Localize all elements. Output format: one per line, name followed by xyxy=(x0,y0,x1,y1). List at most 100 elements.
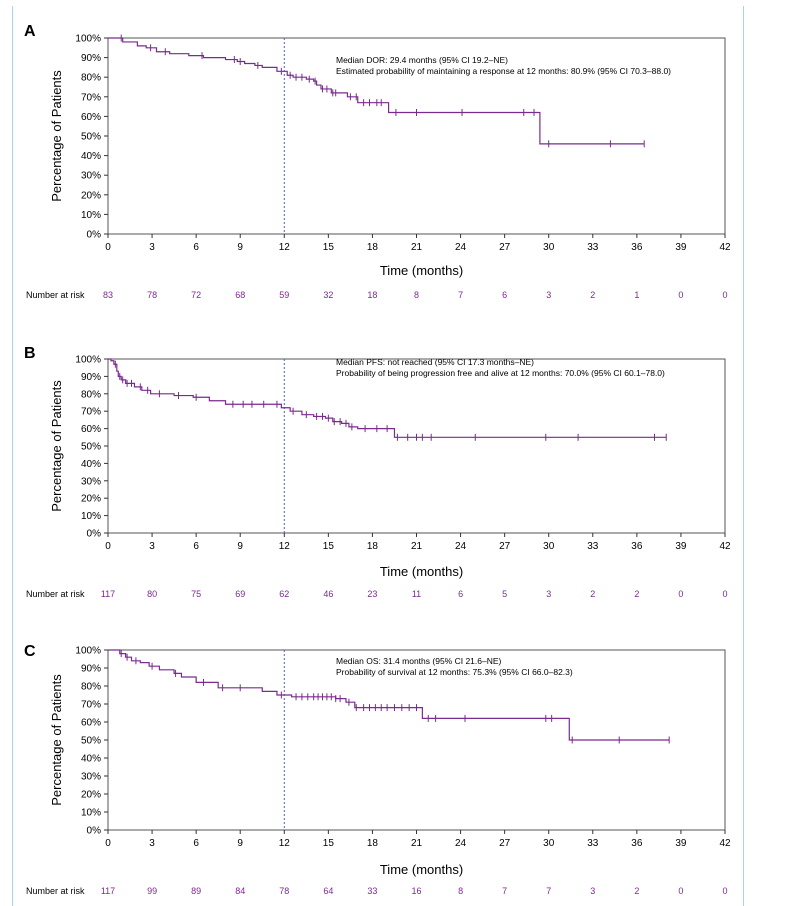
y-tick-label: 10% xyxy=(81,808,101,819)
x-tick-label: 33 xyxy=(587,838,599,849)
y-tick-label: 100% xyxy=(75,646,101,657)
y-tick-label: 50% xyxy=(81,442,101,453)
risk-count: 62 xyxy=(279,589,289,599)
x-tick-label: 6 xyxy=(193,541,199,552)
y-tick-label: 30% xyxy=(81,772,101,783)
y-tick-label: 40% xyxy=(81,151,101,162)
risk-count: 78 xyxy=(279,886,289,896)
risk-count: 2 xyxy=(634,886,639,896)
risk-count: 18 xyxy=(367,290,377,300)
y-tick-label: 50% xyxy=(81,132,101,143)
y-tick-label: 20% xyxy=(81,494,101,505)
x-tick-label: 12 xyxy=(279,242,291,253)
risk-count: 59 xyxy=(279,290,289,300)
y-tick-label: 80% xyxy=(81,682,101,693)
x-tick-label: 24 xyxy=(455,541,467,552)
risk-count: 0 xyxy=(678,290,683,300)
x-tick-label: 3 xyxy=(149,838,155,849)
annotation-line: Probability of survival at 12 months: 75… xyxy=(336,667,573,677)
x-tick-label: 3 xyxy=(149,541,155,552)
x-tick-label: 42 xyxy=(719,541,731,552)
x-tick-label: 36 xyxy=(631,242,643,253)
y-tick-label: 0% xyxy=(87,826,102,837)
risk-count: 1 xyxy=(634,290,639,300)
x-tick-label: 30 xyxy=(543,242,555,253)
x-tick-label: 33 xyxy=(587,242,599,253)
annotation-line: Median DOR: 29.4 months (95% CI 19.2–NE) xyxy=(336,55,508,65)
number-at-risk-label: Number at risk xyxy=(26,589,85,599)
x-tick-label: 12 xyxy=(279,541,291,552)
y-tick-label: 20% xyxy=(81,790,101,801)
risk-count: 72 xyxy=(191,290,201,300)
y-tick-label: 80% xyxy=(81,73,101,84)
x-tick-label: 0 xyxy=(105,541,111,552)
annotation-line: Estimated probability of maintaining a r… xyxy=(336,66,671,76)
risk-count: 7 xyxy=(458,290,463,300)
survival-curve xyxy=(108,358,667,438)
x-tick-label: 18 xyxy=(367,541,379,552)
risk-count: 2 xyxy=(590,589,595,599)
y-axis-title: Percentage of Patients xyxy=(49,674,64,806)
x-tick-label: 12 xyxy=(279,838,291,849)
risk-count: 3 xyxy=(546,589,551,599)
risk-count: 8 xyxy=(414,290,419,300)
y-tick-label: 60% xyxy=(81,718,101,729)
x-tick-label: 9 xyxy=(237,242,243,253)
x-tick-label: 18 xyxy=(367,838,379,849)
x-tick-label: 30 xyxy=(543,838,555,849)
risk-count: 78 xyxy=(147,290,157,300)
risk-count: 0 xyxy=(678,589,683,599)
risk-count: 23 xyxy=(367,589,377,599)
risk-count: 3 xyxy=(590,886,595,896)
x-tick-label: 39 xyxy=(675,242,687,253)
x-tick-label: 36 xyxy=(631,838,643,849)
x-tick-label: 39 xyxy=(675,838,687,849)
y-tick-label: 60% xyxy=(81,424,101,435)
x-tick-label: 0 xyxy=(105,838,111,849)
x-tick-label: 6 xyxy=(193,838,199,849)
x-tick-label: 24 xyxy=(455,242,467,253)
risk-count: 7 xyxy=(546,886,551,896)
risk-count: 84 xyxy=(235,886,245,896)
x-tick-label: 15 xyxy=(323,838,335,849)
y-tick-label: 50% xyxy=(81,736,101,747)
risk-count: 6 xyxy=(458,589,463,599)
risk-count: 89 xyxy=(191,886,201,896)
x-tick-label: 27 xyxy=(499,242,511,253)
y-tick-label: 10% xyxy=(81,511,101,522)
y-tick-label: 100% xyxy=(75,34,101,45)
x-tick-label: 42 xyxy=(719,242,731,253)
y-tick-label: 0% xyxy=(87,529,102,540)
risk-count: 83 xyxy=(103,290,113,300)
risk-count: 0 xyxy=(722,589,727,599)
risk-count: 3 xyxy=(546,290,551,300)
risk-count: 0 xyxy=(722,290,727,300)
y-tick-label: 80% xyxy=(81,389,101,400)
x-tick-label: 15 xyxy=(323,541,335,552)
y-tick-label: 70% xyxy=(81,700,101,711)
y-tick-label: 40% xyxy=(81,754,101,765)
panel-letter: A xyxy=(24,23,36,40)
risk-count: 33 xyxy=(367,886,377,896)
panel-c: C0%10%20%30%40%50%60%70%80%90%100%0 3 6 9 12… xyxy=(24,643,731,896)
x-tick-label: 42 xyxy=(719,838,731,849)
risk-count: 46 xyxy=(323,589,333,599)
risk-count: 7 xyxy=(502,886,507,896)
x-axis-title: Time (months) xyxy=(380,564,463,579)
risk-count: 80 xyxy=(147,589,157,599)
x-tick-label: 9 xyxy=(237,541,243,552)
risk-count: 99 xyxy=(147,886,157,896)
risk-count: 2 xyxy=(634,589,639,599)
risk-count: 16 xyxy=(411,886,421,896)
panel-letter: C xyxy=(24,643,36,660)
panel-b: B0%10%20%30%40%50%60%70%80%90%100%0 3 6 9 12… xyxy=(24,345,731,599)
x-tick-label: 21 xyxy=(411,838,423,849)
risk-count: 0 xyxy=(678,886,683,896)
y-tick-label: 40% xyxy=(81,459,101,470)
x-tick-label: 0 xyxy=(105,242,111,253)
x-tick-label: 15 xyxy=(323,242,335,253)
y-tick-label: 20% xyxy=(81,190,101,201)
annotation-line: Median OS: 31.4 months (95% CI 21.6–NE) xyxy=(336,656,502,666)
risk-count: 6 xyxy=(502,290,507,300)
